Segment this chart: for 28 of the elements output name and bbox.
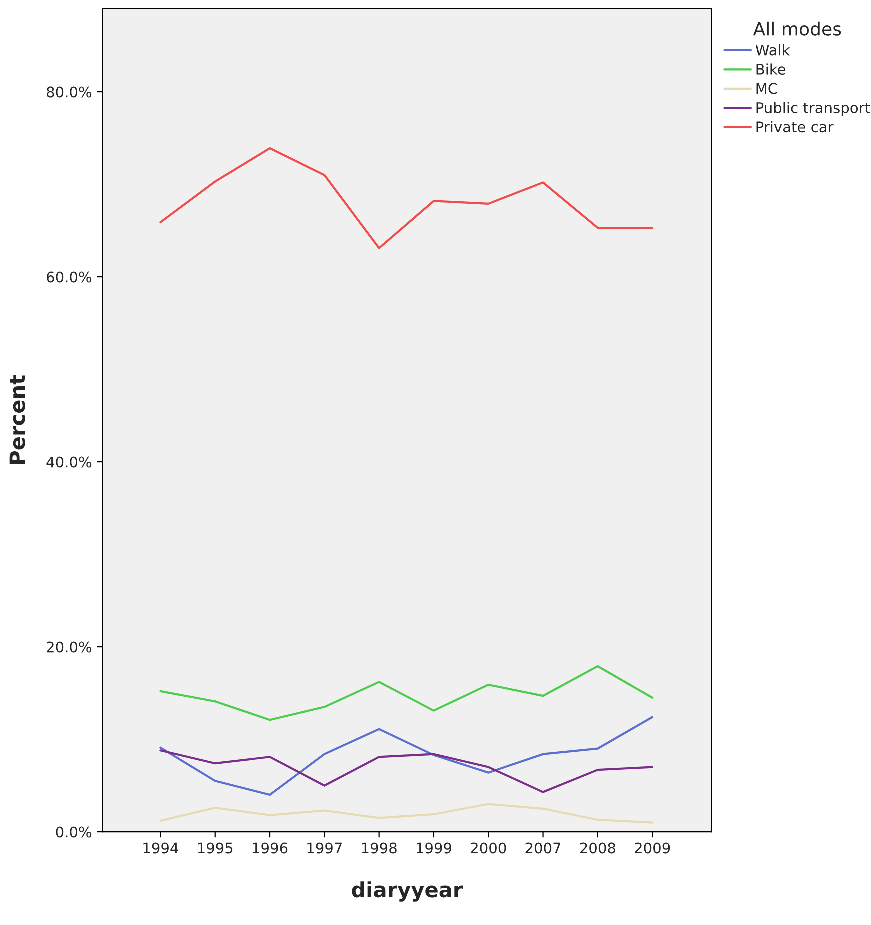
x-tick-label: 2000 [471, 842, 506, 854]
x-tick-label: 1999 [417, 842, 452, 854]
x-tick-label: 1998 [362, 842, 397, 854]
legend-label: Bike [756, 64, 786, 75]
x-tick-label: 2007 [526, 842, 561, 854]
legend-label: Public transport [756, 102, 870, 116]
x-tick-label: 1995 [198, 842, 233, 854]
x-tick-label: 2008 [580, 842, 616, 854]
x-tick-label: 2009 [635, 842, 670, 854]
x-axis-title: diaryyear [352, 882, 464, 902]
y-axis-title: Percent [10, 375, 26, 464]
x-tick-label: 1997 [308, 842, 342, 854]
legend-label: MC [756, 83, 778, 94]
legend-title: All modes [753, 22, 842, 36]
line-series [160, 147, 654, 250]
y-tick-label: 0.0% [56, 826, 92, 838]
x-tick-label: 1994 [144, 842, 178, 854]
legend-label: Walk [756, 44, 790, 56]
y-tick-label: 20.0% [47, 642, 92, 653]
x-tick-label: 1996 [253, 842, 288, 854]
line-series [160, 803, 654, 824]
y-tick-label: 40.0% [46, 456, 92, 468]
line-series [160, 750, 654, 794]
line-series [160, 716, 654, 796]
y-tick-label: 80.0% [47, 86, 92, 98]
line-series [160, 665, 654, 722]
legend-label: Private car [756, 121, 834, 133]
y-tick-label: 60.0% [47, 272, 92, 283]
